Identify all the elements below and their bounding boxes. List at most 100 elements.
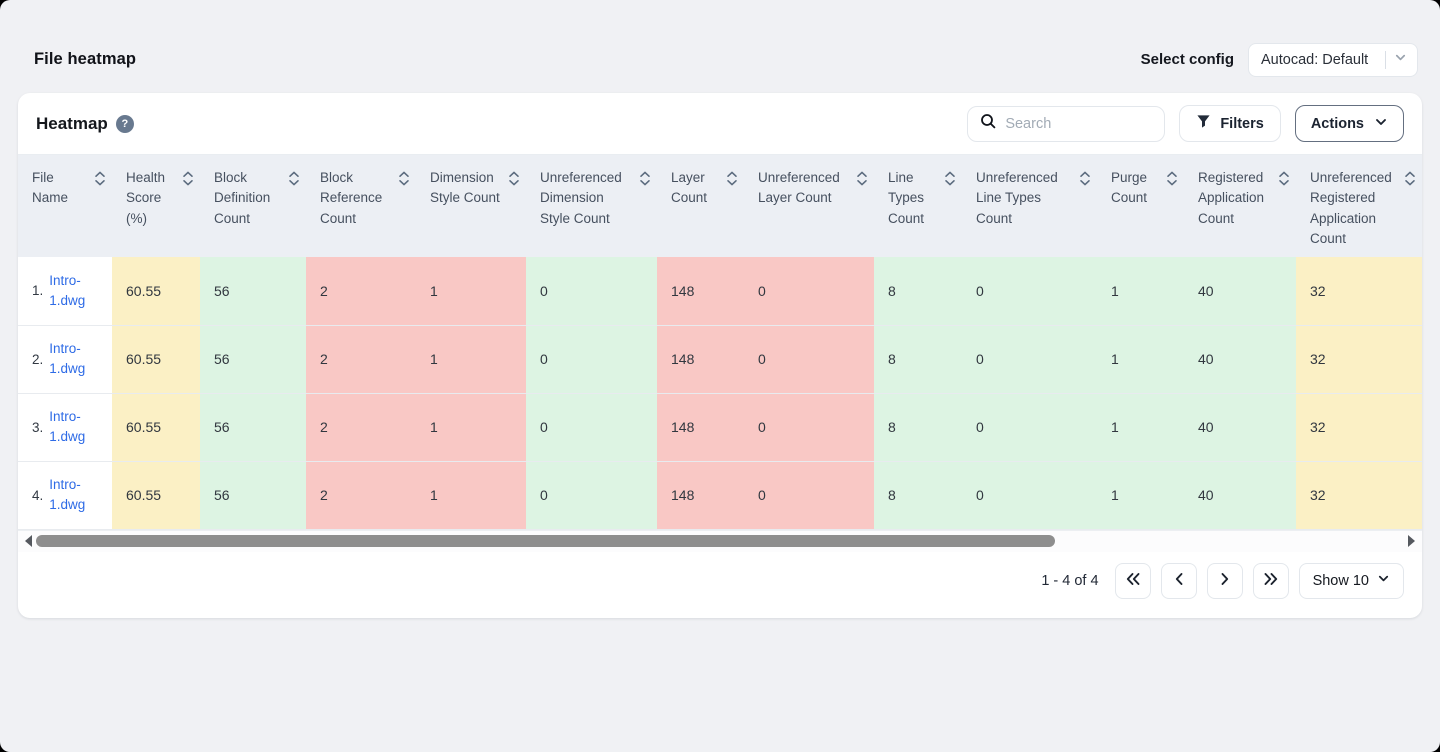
table-body: 1. Intro-1.dwg 60.55 56 2 1 0 148 0 8 0 1 40 32 2. Intr… <box>18 257 1422 530</box>
heat-cell: 0 <box>744 393 874 462</box>
column-header-label: Dimension Style Count <box>430 170 500 206</box>
page-size-select[interactable]: Show 10 <box>1298 562 1404 599</box>
table-row: 3. Intro-1.dwg 60.55 56 2 1 0 148 0 8 0 1 40 32 <box>18 393 1422 462</box>
heat-cell: 32 <box>1296 393 1422 462</box>
sort-icon[interactable] <box>944 171 956 192</box>
search-input[interactable] <box>1005 115 1193 132</box>
heat-cell: 1 <box>1097 257 1184 326</box>
scrollbar-track[interactable] <box>36 535 1404 547</box>
table-row: 2. Intro-1.dwg 60.55 56 2 1 0 148 0 8 0 1 40 32 <box>18 325 1422 394</box>
heat-cell: 148 <box>657 325 744 394</box>
heat-cell: 56 <box>200 257 306 326</box>
pagination-first-button[interactable] <box>1114 562 1151 599</box>
sort-icon[interactable] <box>182 171 194 192</box>
scroll-right-arrow-icon[interactable] <box>1408 535 1415 547</box>
search-box[interactable] <box>967 105 1193 142</box>
file-link[interactable]: Intro-1.dwg <box>49 272 86 308</box>
file-name-cell: 4. Intro-1.dwg <box>18 461 112 530</box>
heat-cell: 56 <box>200 393 306 462</box>
heat-cell: 60.55 <box>112 393 200 462</box>
sort-icon[interactable] <box>288 171 300 192</box>
pagination-last-button[interactable] <box>1252 562 1289 599</box>
sort-icon[interactable] <box>856 171 868 192</box>
table-header-row: File Name Health Score (%) Block Definitio… <box>18 155 1422 257</box>
help-icon[interactable]: ? <box>115 114 134 133</box>
toolbar-left: Heatmap ? <box>36 114 134 134</box>
heatmap-table: File Name Health Score (%) Block Definitio… <box>18 155 1422 530</box>
column-header-4[interactable]: Dimension Style Count <box>416 155 526 257</box>
heat-cell: 0 <box>744 257 874 326</box>
sort-icon[interactable] <box>1278 171 1290 192</box>
actions-button[interactable]: Actions <box>1294 105 1404 142</box>
heat-cell: 40 <box>1184 257 1296 326</box>
column-header-7[interactable]: Unreferenced Layer Count <box>744 155 874 257</box>
table-footer: 1 - 4 of 4 Sh <box>18 552 1422 618</box>
sort-icon[interactable] <box>726 171 738 192</box>
column-header-label: Unreferenced Registered Application Coun… <box>1310 170 1392 246</box>
dropdown-divider <box>1385 50 1386 69</box>
heat-cell: 0 <box>962 257 1097 326</box>
column-header-label: Unreferenced Line Types Count <box>976 170 1058 226</box>
file-link[interactable]: Intro-1.dwg <box>49 408 86 444</box>
pagination-next-button[interactable] <box>1206 562 1243 599</box>
column-header-2[interactable]: Block Definition Count <box>200 155 306 257</box>
column-header-label: Purge Count <box>1111 170 1148 206</box>
heat-cell: 0 <box>962 325 1097 394</box>
row-index: 1. <box>32 283 44 299</box>
page-title: File heatmap <box>34 50 137 68</box>
filters-button-label: Filters <box>1220 115 1264 132</box>
sort-icon[interactable] <box>398 171 410 192</box>
filter-funnel-icon <box>1196 114 1211 133</box>
heatmap-card: Heatmap ? Filters Actions <box>18 93 1422 618</box>
sort-icon[interactable] <box>639 171 651 192</box>
heat-cell: 40 <box>1184 325 1296 394</box>
file-name-cell: 1. Intro-1.dwg <box>18 257 112 326</box>
column-header-8[interactable]: Line Types Count <box>874 155 962 257</box>
column-header-11[interactable]: Registered Application Count <box>1184 155 1296 257</box>
config-select-dropdown[interactable]: Autocad: Default <box>1248 42 1418 77</box>
heat-cell: 8 <box>874 461 962 530</box>
sort-icon[interactable] <box>1404 171 1416 192</box>
file-link[interactable]: Intro-1.dwg <box>49 340 86 376</box>
column-header-0[interactable]: File Name <box>18 155 112 257</box>
toolbar-right: Filters Actions <box>967 105 1404 142</box>
heat-cell: 32 <box>1296 257 1422 326</box>
sort-icon[interactable] <box>508 171 520 192</box>
page-size-label: Show 10 <box>1312 572 1369 589</box>
column-header-12[interactable]: Unreferenced Registered Application Coun… <box>1296 155 1422 257</box>
sort-icon[interactable] <box>94 171 106 192</box>
table-head: File Name Health Score (%) Block Definitio… <box>18 155 1422 257</box>
heat-cell: 40 <box>1184 461 1296 530</box>
column-header-10[interactable]: Purge Count <box>1097 155 1184 257</box>
heat-cell: 1 <box>416 461 526 530</box>
sort-icon[interactable] <box>1166 171 1178 192</box>
chevron-right-icon <box>1219 572 1231 589</box>
heat-cell: 0 <box>744 461 874 530</box>
row-index: 3. <box>32 419 44 435</box>
pagination-prev-button[interactable] <box>1160 562 1197 599</box>
chevron-down-icon <box>1377 572 1390 589</box>
scroll-left-arrow-icon[interactable] <box>25 535 32 547</box>
heat-cell: 1 <box>416 325 526 394</box>
column-header-6[interactable]: Layer Count <box>657 155 744 257</box>
config-select-value: Autocad: Default <box>1261 51 1369 68</box>
heat-cell: 60.55 <box>112 257 200 326</box>
heat-cell: 8 <box>874 393 962 462</box>
heat-cell: 2 <box>306 393 416 462</box>
panel-title: Heatmap <box>36 113 108 133</box>
column-header-5[interactable]: Unreferenced Dimension Style Count <box>526 155 657 257</box>
table-row: 1. Intro-1.dwg 60.55 56 2 1 0 148 0 8 0 1 40 32 <box>18 257 1422 326</box>
column-header-1[interactable]: Health Score (%) <box>112 155 200 257</box>
heat-cell: 0 <box>526 257 657 326</box>
file-link[interactable]: Intro-1.dwg <box>49 476 86 512</box>
heat-cell: 8 <box>874 325 962 394</box>
column-header-3[interactable]: Block Reference Count <box>306 155 416 257</box>
heat-cell: 0 <box>526 325 657 394</box>
sort-icon[interactable] <box>1079 171 1091 192</box>
scrollbar-thumb[interactable] <box>36 535 1056 547</box>
actions-button-label: Actions <box>1310 115 1364 132</box>
filters-button[interactable]: Filters <box>1179 105 1281 142</box>
column-header-9[interactable]: Unreferenced Line Types Count <box>962 155 1097 257</box>
column-header-label: Block Reference Count <box>320 170 383 226</box>
